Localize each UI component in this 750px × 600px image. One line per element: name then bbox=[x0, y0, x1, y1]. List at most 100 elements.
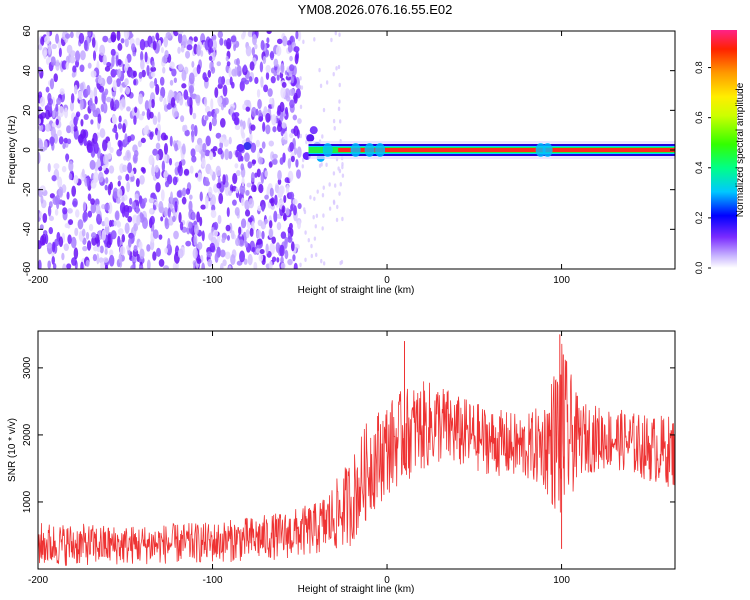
noise-blob bbox=[275, 45, 282, 57]
noise-blob bbox=[234, 66, 238, 77]
noise-blob bbox=[38, 152, 41, 164]
noise-blob bbox=[265, 71, 270, 80]
noise-blob bbox=[133, 115, 137, 126]
spectrogram-y-tick-label: 0 bbox=[22, 147, 33, 153]
noise-blob bbox=[144, 100, 150, 111]
noise-blob bbox=[163, 134, 169, 141]
noise-blob bbox=[71, 185, 77, 197]
noise-blob bbox=[78, 32, 85, 44]
noise-blob bbox=[75, 111, 81, 118]
noise-blob bbox=[206, 251, 213, 258]
noise-blob bbox=[194, 172, 199, 178]
noise-blob bbox=[112, 79, 117, 92]
noise-blob bbox=[115, 197, 121, 204]
noise-blob bbox=[209, 168, 214, 176]
noise-blob bbox=[193, 224, 199, 235]
noise-blob bbox=[71, 71, 76, 78]
noise-blob bbox=[121, 196, 125, 203]
noise-blob bbox=[212, 229, 219, 237]
figure-title: YM08.2026.076.16.55.E02 bbox=[297, 2, 453, 17]
spectral-knot bbox=[375, 143, 386, 157]
noise-blob bbox=[285, 184, 290, 194]
noise-blob bbox=[208, 232, 214, 241]
spectrogram-y-label: Frequency (Hz) bbox=[7, 116, 18, 185]
noise-blob bbox=[65, 153, 69, 163]
noise-blob bbox=[169, 135, 173, 147]
noise-blob bbox=[132, 70, 137, 78]
noise-blob bbox=[247, 217, 253, 223]
noise-blob bbox=[204, 115, 209, 121]
noise-blob bbox=[150, 71, 156, 78]
noise-blob bbox=[41, 46, 48, 57]
noise-blob bbox=[47, 205, 52, 217]
noise-blob bbox=[172, 262, 177, 269]
noise-blob bbox=[271, 114, 277, 126]
noise-blob bbox=[281, 122, 287, 129]
noise-blob bbox=[92, 253, 98, 262]
noise-blob bbox=[181, 143, 186, 155]
noise-blob bbox=[161, 160, 166, 173]
noise-blob bbox=[176, 190, 182, 198]
noise-blob bbox=[297, 118, 302, 124]
noise-blob bbox=[146, 244, 151, 252]
noise-blob bbox=[322, 261, 326, 266]
noise-blob bbox=[139, 174, 145, 185]
noise-blob bbox=[79, 98, 84, 111]
noise-blob bbox=[249, 227, 254, 237]
noise-blob bbox=[106, 75, 113, 85]
noise-blob bbox=[316, 189, 319, 194]
noise-blob bbox=[325, 80, 329, 85]
noise-blob bbox=[201, 230, 205, 242]
noise-blob bbox=[93, 141, 99, 154]
noise-blob bbox=[335, 66, 338, 71]
noise-blob bbox=[157, 129, 161, 142]
noise-blob bbox=[71, 257, 77, 266]
noise-blob bbox=[135, 178, 140, 188]
noise-blob bbox=[186, 44, 193, 51]
noise-blob bbox=[274, 184, 280, 194]
noise-blob bbox=[152, 148, 159, 156]
noise-blob bbox=[322, 107, 326, 113]
noise-blob bbox=[257, 156, 264, 165]
noise-blob bbox=[124, 78, 129, 86]
noise-blob bbox=[155, 83, 160, 96]
noise-blob bbox=[199, 216, 203, 227]
noise-blob bbox=[279, 244, 285, 257]
noise-blob bbox=[87, 193, 92, 202]
noise-blob bbox=[254, 172, 258, 178]
noise-blob bbox=[261, 204, 265, 212]
noise-blob bbox=[177, 165, 181, 174]
spectral-clump bbox=[243, 142, 252, 151]
noise-blob bbox=[268, 140, 275, 147]
noise-blob bbox=[213, 112, 217, 120]
noise-blob bbox=[236, 58, 240, 66]
noise-blob bbox=[249, 61, 255, 71]
noise-blob bbox=[178, 211, 182, 223]
noise-blob bbox=[277, 178, 282, 185]
noise-blob bbox=[225, 224, 231, 232]
noise-blob bbox=[122, 164, 128, 173]
noise-blob bbox=[148, 197, 155, 204]
noise-blob bbox=[251, 106, 257, 118]
noise-blob bbox=[41, 233, 47, 246]
noise-blob bbox=[149, 81, 155, 89]
noise-blob bbox=[289, 132, 294, 139]
noise-blob bbox=[102, 257, 109, 263]
snr-panel: -200 -100 0 100 1000 2000 3000 Height of stra… bbox=[7, 330, 676, 595]
noise-blob bbox=[92, 109, 99, 118]
noise-blob bbox=[51, 241, 56, 253]
noise-blob bbox=[205, 197, 209, 210]
noise-blob bbox=[289, 99, 295, 109]
noise-blob bbox=[115, 131, 119, 141]
noise-blob bbox=[43, 140, 48, 151]
noise-blob bbox=[134, 193, 139, 201]
noise-blob bbox=[160, 86, 166, 99]
noise-blob bbox=[234, 206, 240, 216]
noise-blob bbox=[251, 47, 256, 56]
noise-blob bbox=[140, 59, 145, 70]
noise-blob bbox=[245, 106, 251, 112]
noise-blob bbox=[188, 72, 195, 85]
noise-blob bbox=[226, 235, 230, 241]
noise-blob bbox=[266, 37, 270, 44]
noise-blob bbox=[280, 231, 287, 239]
